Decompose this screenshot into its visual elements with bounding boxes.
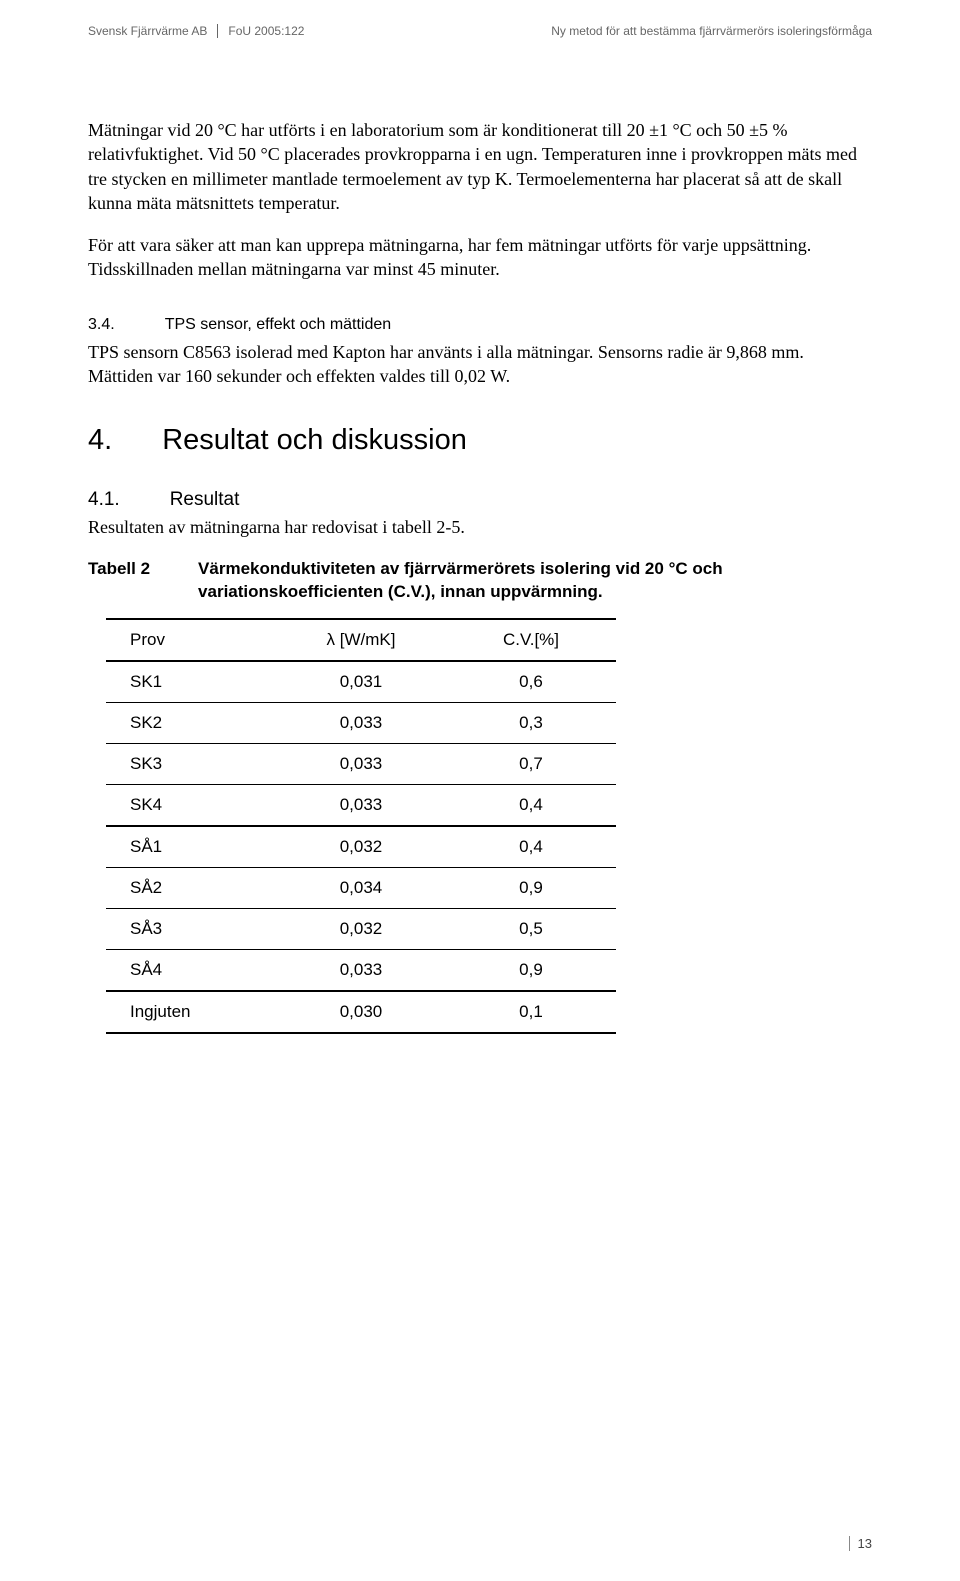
section-4-1-body: Resultaten av mätningarna har redovisat … — [88, 515, 872, 539]
table-cell: 0,5 — [446, 908, 616, 949]
header-ref: FoU 2005:122 — [228, 24, 304, 38]
header-right: Ny metod för att bestämma fjärrvärmerörs… — [551, 24, 872, 38]
section-title: TPS sensor, effekt och mättiden — [165, 316, 392, 334]
page-number: 13 — [849, 1536, 872, 1551]
table-cell: SÅ4 — [106, 949, 276, 991]
table-cell: 0,032 — [276, 908, 446, 949]
table-row: SÅ10,0320,4 — [106, 826, 616, 868]
table-cell: 0,033 — [276, 743, 446, 784]
table-cell: 0,4 — [446, 784, 616, 826]
table-bottom-rule — [106, 1033, 616, 1034]
table-cell: 0,033 — [276, 949, 446, 991]
header-left: Svensk Fjärrvärme AB FoU 2005:122 — [88, 24, 304, 38]
table-row: SK30,0330,7 — [106, 743, 616, 784]
header-separator — [217, 24, 218, 38]
table-cell: 0,033 — [276, 784, 446, 826]
table-cell: 0,3 — [446, 702, 616, 743]
data-table: Provλ [W/mK]C.V.[%] SK10,0310,6SK20,0330… — [106, 618, 616, 1034]
table-cell: 0,9 — [446, 949, 616, 991]
table-cell: 0,4 — [446, 826, 616, 868]
section-title: Resultat — [170, 489, 240, 511]
table-head: Provλ [W/mK]C.V.[%] — [106, 619, 616, 661]
section-4-1-heading: 4.1. Resultat — [88, 489, 872, 511]
body-paragraph: För att vara säker att man kan upprepa m… — [88, 233, 872, 282]
section-number: 3.4. — [88, 316, 115, 334]
table-cell: 0,033 — [276, 702, 446, 743]
table-row: SÅ30,0320,5 — [106, 908, 616, 949]
table-cell: Ingjuten — [106, 991, 276, 1033]
table-header-row: Provλ [W/mK]C.V.[%] — [106, 619, 616, 661]
body-paragraph: Mätningar vid 20 °C har utförts i en lab… — [88, 118, 872, 215]
table-header-cell: Prov — [106, 619, 276, 661]
table-caption: Värmekonduktiviteten av fjärrvärmerörets… — [198, 558, 872, 604]
table-cell: 0,1 — [446, 991, 616, 1033]
table-row: SÅ20,0340,9 — [106, 867, 616, 908]
table-cell: 0,034 — [276, 867, 446, 908]
table-cell: SK1 — [106, 661, 276, 703]
table-cell: 0,030 — [276, 991, 446, 1033]
table-cell: 0,9 — [446, 867, 616, 908]
section-4-heading: 4. Resultat och diskussion — [88, 424, 872, 457]
page-header: Svensk Fjärrvärme AB FoU 2005:122 Ny met… — [88, 24, 872, 38]
table-cell: 0,031 — [276, 661, 446, 703]
section-number: 4.1. — [88, 489, 120, 511]
table-body: SK10,0310,6SK20,0330,3SK30,0330,7SK40,03… — [106, 661, 616, 1034]
table-row: SÅ40,0330,9 — [106, 949, 616, 991]
table-row: SK20,0330,3 — [106, 702, 616, 743]
table-cell: 0,032 — [276, 826, 446, 868]
header-org: Svensk Fjärrvärme AB — [88, 24, 207, 38]
table-cell: SK3 — [106, 743, 276, 784]
table-cell: SÅ3 — [106, 908, 276, 949]
table-row: SK10,0310,6 — [106, 661, 616, 703]
table-header-cell: C.V.[%] — [446, 619, 616, 661]
table-cell: SK2 — [106, 702, 276, 743]
table-cell: 0,7 — [446, 743, 616, 784]
section-number: 4. — [88, 424, 112, 457]
section-3-4-heading: 3.4. TPS sensor, effekt och mättiden — [88, 316, 872, 334]
section-3-4-body: TPS sensorn C8563 isolerad med Kapton ha… — [88, 340, 872, 389]
table-cell: SK4 — [106, 784, 276, 826]
table-cell: 0,6 — [446, 661, 616, 703]
table-row: SK40,0330,4 — [106, 784, 616, 826]
section-title: Resultat och diskussion — [162, 424, 467, 457]
table-caption-row: Tabell 2 Värmekonduktiviteten av fjärrvä… — [88, 558, 872, 604]
table-header-cell: λ [W/mK] — [276, 619, 446, 661]
table-cell: SÅ1 — [106, 826, 276, 868]
table-row: Ingjuten0,0300,1 — [106, 991, 616, 1033]
table-label: Tabell 2 — [88, 558, 150, 581]
table-cell: SÅ2 — [106, 867, 276, 908]
